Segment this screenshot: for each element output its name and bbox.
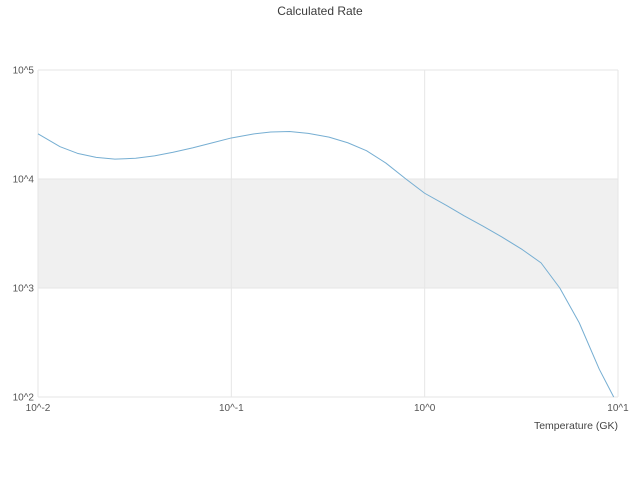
- y-tick-label: 10^2: [13, 393, 35, 404]
- chart-title: Calculated Rate: [277, 4, 363, 18]
- y-tick-label: 10^3: [13, 284, 35, 295]
- shaded-band: [38, 179, 618, 288]
- x-tick-label: 10^-1: [219, 403, 244, 414]
- rate-line: [37, 130, 615, 398]
- y-tick-label: 10^5: [13, 66, 35, 77]
- x-tick-label: 10^-2: [26, 403, 51, 414]
- x-axis-title: Temperature (GK): [533, 420, 618, 432]
- y-tick-label: 10^4: [13, 175, 35, 186]
- x-tick-label: 10^0: [414, 403, 436, 414]
- x-tick-label: 10^1: [607, 403, 629, 414]
